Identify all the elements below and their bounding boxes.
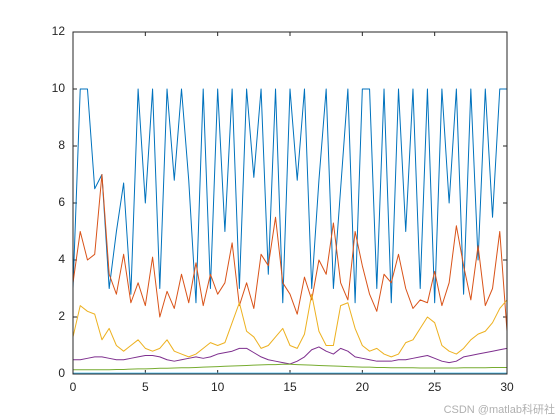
x-tick-label: 15 xyxy=(283,380,297,394)
axes-box xyxy=(72,31,508,375)
y-tick-label: 12 xyxy=(52,24,66,38)
y-tick-label: 8 xyxy=(58,138,65,152)
series-line xyxy=(72,88,507,304)
x-tick-label: 5 xyxy=(142,380,149,394)
series-line xyxy=(73,363,507,371)
x-tick-label: 30 xyxy=(500,380,514,394)
y-tick-label: 4 xyxy=(58,252,65,266)
x-tick-label: 20 xyxy=(356,380,370,394)
y-tick-label: 6 xyxy=(58,195,65,209)
x-tick-label: 25 xyxy=(428,380,442,394)
y-tick-label: 10 xyxy=(52,81,66,95)
series-line xyxy=(72,174,508,332)
y-tick-label: 0 xyxy=(58,366,65,380)
x-tick-label: 10 xyxy=(211,380,225,394)
x-tick-label: 0 xyxy=(70,380,77,394)
watermark: CSDN @matlab科研社 xyxy=(444,402,555,416)
y-tick-label: 2 xyxy=(58,309,65,323)
series-line xyxy=(72,293,508,358)
